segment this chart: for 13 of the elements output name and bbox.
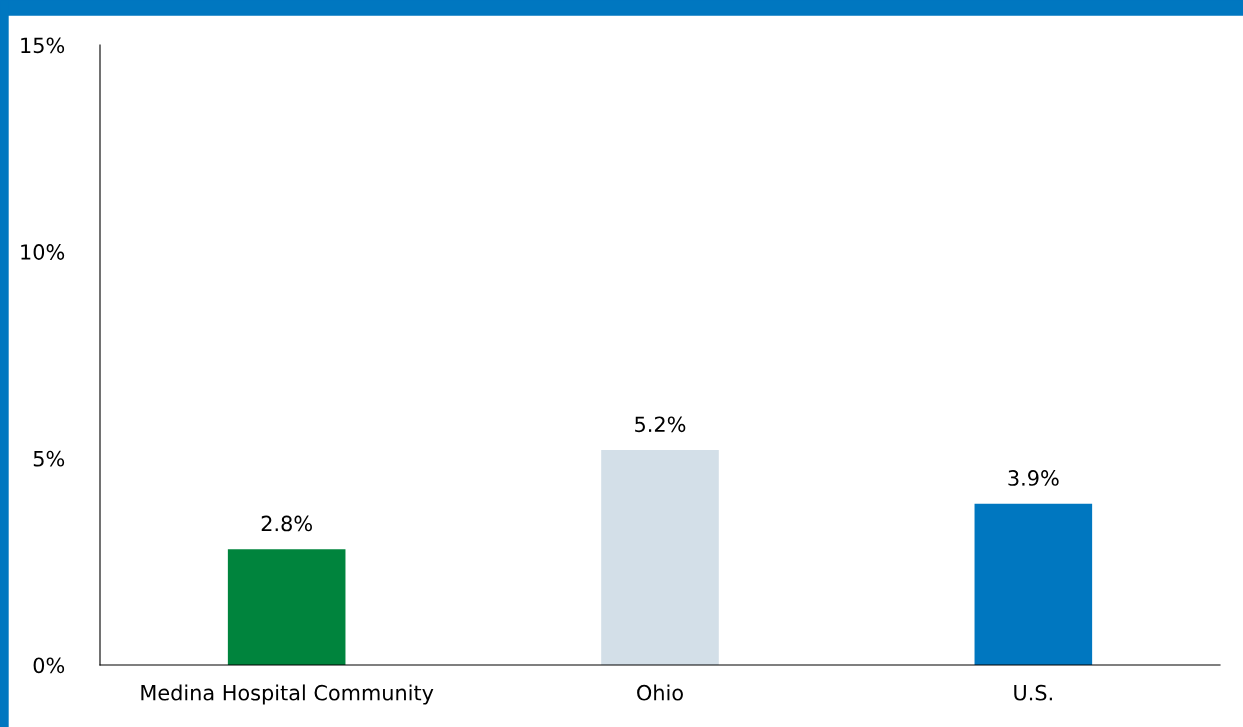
bar <box>227 549 346 665</box>
y-tick-label: 5% <box>33 450 65 467</box>
data-label: 2.8% <box>261 515 312 532</box>
y-tick-label: 15% <box>21 37 65 54</box>
data-label: 3.9% <box>1008 470 1059 486</box>
x-tick-label: U.S. <box>1014 684 1052 701</box>
x-tick-label: Ohio <box>637 684 683 701</box>
y-tick-label: 10% <box>21 244 65 260</box>
bar <box>601 450 719 665</box>
data-label: 5.2% <box>635 416 686 433</box>
y-tick-label: 0% <box>33 657 65 674</box>
bar <box>974 503 1093 665</box>
x-tick-label: Medina Hospital Community <box>141 684 434 705</box>
